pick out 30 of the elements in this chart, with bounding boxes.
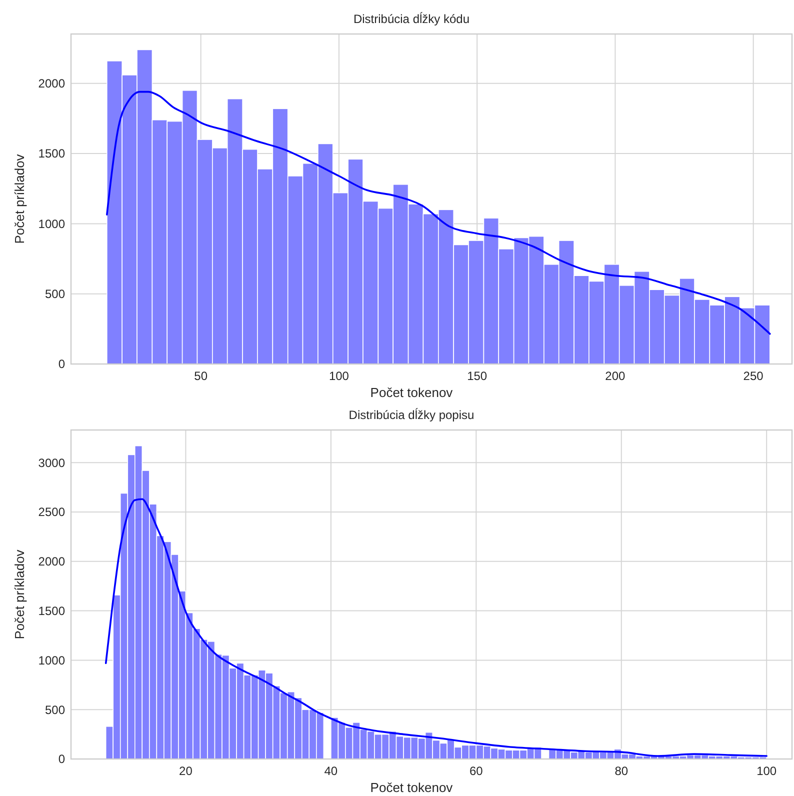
x-tick-label: 40 bbox=[324, 764, 338, 778]
x-tick-label: 100 bbox=[756, 764, 777, 778]
y-tick-label: 2000 bbox=[38, 554, 66, 569]
y-axis-title: Počet príkladov bbox=[12, 549, 27, 640]
y-tick-label: 500 bbox=[44, 287, 66, 302]
chart-title: Distribúcia dĺžky kódu bbox=[353, 12, 470, 26]
y-tick-label: 1000 bbox=[38, 653, 66, 668]
x-tick-label: 200 bbox=[605, 369, 626, 383]
y-tick-label: 0 bbox=[58, 752, 66, 766]
y-tick-label: 1000 bbox=[38, 216, 66, 231]
x-tick-label: 60 bbox=[469, 764, 484, 778]
line-series bbox=[106, 90, 771, 335]
y-tick-label: 3000 bbox=[38, 456, 66, 470]
chart-title: Distribúcia dĺžky popisu bbox=[348, 408, 474, 422]
y-tick-label: 500 bbox=[44, 702, 66, 717]
y-tick-label: 2500 bbox=[38, 505, 66, 520]
y-tick-label: 0 bbox=[58, 357, 66, 372]
y-tick-label: 1500 bbox=[38, 146, 66, 161]
x-tick-label: 20 bbox=[179, 764, 193, 778]
x-axis-title: Počet tokenov bbox=[370, 780, 454, 795]
y-tick-label: 2000 bbox=[38, 76, 66, 91]
x-tick-label: 150 bbox=[467, 369, 488, 383]
x-tick-label: 80 bbox=[614, 764, 628, 778]
x-tick-label: 50 bbox=[194, 369, 208, 383]
x-tick-label: 100 bbox=[328, 369, 350, 383]
x-axis-title: Počet tokenov bbox=[370, 385, 454, 400]
x-tick-label: 250 bbox=[743, 369, 764, 383]
line-series bbox=[104, 498, 768, 757]
y-axis-title: Počet príkladov bbox=[12, 154, 27, 244]
y-tick-label: 1500 bbox=[38, 604, 66, 618]
